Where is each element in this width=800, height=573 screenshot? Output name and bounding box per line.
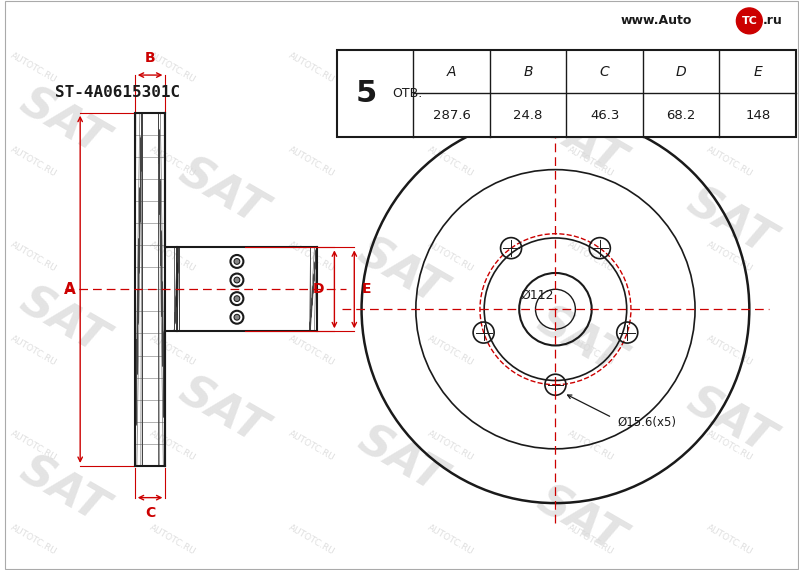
Circle shape xyxy=(230,292,243,305)
Text: www.Auto: www.Auto xyxy=(620,14,692,28)
Text: E: E xyxy=(754,65,762,79)
Text: 46.3: 46.3 xyxy=(590,109,619,122)
Text: SAT: SAT xyxy=(530,299,631,383)
Text: C: C xyxy=(145,505,155,520)
Text: AUTOTC.RU: AUTOTC.RU xyxy=(426,145,476,179)
Text: AUTOTC.RU: AUTOTC.RU xyxy=(148,429,198,462)
Text: AUTOTC.RU: AUTOTC.RU xyxy=(9,523,58,557)
Text: .ru: .ru xyxy=(763,14,783,28)
Text: AUTOTC.RU: AUTOTC.RU xyxy=(9,145,58,179)
Text: 24.8: 24.8 xyxy=(514,109,542,122)
Text: AUTOTC.RU: AUTOTC.RU xyxy=(566,240,615,273)
Text: A: A xyxy=(446,65,456,79)
Text: SAT: SAT xyxy=(530,478,631,562)
Text: AUTOTC.RU: AUTOTC.RU xyxy=(705,523,754,557)
Text: AUTOTC.RU: AUTOTC.RU xyxy=(705,240,754,273)
Circle shape xyxy=(234,296,240,301)
Text: AUTOTC.RU: AUTOTC.RU xyxy=(148,523,198,557)
Circle shape xyxy=(230,311,243,324)
Text: AUTOTC.RU: AUTOTC.RU xyxy=(705,429,754,462)
Text: AUTOTC.RU: AUTOTC.RU xyxy=(566,523,615,557)
Circle shape xyxy=(234,315,240,320)
Text: AUTOTC.RU: AUTOTC.RU xyxy=(287,51,337,84)
Text: AUTOTC.RU: AUTOTC.RU xyxy=(287,145,337,179)
Text: 287.6: 287.6 xyxy=(433,109,470,122)
Text: AUTOTC.RU: AUTOTC.RU xyxy=(426,523,476,557)
Text: SAT: SAT xyxy=(678,379,780,462)
Text: SAT: SAT xyxy=(13,280,114,363)
Text: ОТВ.: ОТВ. xyxy=(392,87,422,100)
Text: E: E xyxy=(362,282,372,296)
Text: AUTOTC.RU: AUTOTC.RU xyxy=(148,145,198,179)
Text: AUTOTC.RU: AUTOTC.RU xyxy=(148,334,198,368)
Text: SAT: SAT xyxy=(13,81,114,164)
Text: D: D xyxy=(676,65,686,79)
Text: AUTOTC.RU: AUTOTC.RU xyxy=(426,240,476,273)
Text: SAT: SAT xyxy=(171,150,274,234)
Text: SAT: SAT xyxy=(350,230,452,313)
Text: AUTOTC.RU: AUTOTC.RU xyxy=(426,334,476,368)
Bar xyxy=(337,50,796,137)
Text: AUTOTC.RU: AUTOTC.RU xyxy=(9,429,58,462)
Text: 148: 148 xyxy=(745,109,770,122)
Text: SAT: SAT xyxy=(13,449,114,532)
Text: SAT: SAT xyxy=(530,100,631,184)
Text: AUTOTC.RU: AUTOTC.RU xyxy=(566,334,615,368)
Circle shape xyxy=(737,8,762,34)
Text: AUTOTC.RU: AUTOTC.RU xyxy=(566,51,615,84)
Text: AUTOTC.RU: AUTOTC.RU xyxy=(705,51,754,84)
Text: AUTOTC.RU: AUTOTC.RU xyxy=(287,240,337,273)
Text: AUTOTC.RU: AUTOTC.RU xyxy=(426,429,476,462)
Text: AUTOTC.RU: AUTOTC.RU xyxy=(426,51,476,84)
Text: AUTOTC.RU: AUTOTC.RU xyxy=(9,51,58,84)
Text: SAT: SAT xyxy=(678,180,780,264)
Text: B: B xyxy=(523,65,533,79)
Circle shape xyxy=(234,277,240,283)
Text: AUTOTC.RU: AUTOTC.RU xyxy=(705,145,754,179)
Text: 5: 5 xyxy=(355,79,377,108)
Text: SAT: SAT xyxy=(171,369,274,453)
Text: AUTOTC.RU: AUTOTC.RU xyxy=(287,523,337,557)
Text: A: A xyxy=(64,282,76,297)
Text: TC: TC xyxy=(742,16,758,26)
Text: AUTOTC.RU: AUTOTC.RU xyxy=(566,429,615,462)
Text: AUTOTC.RU: AUTOTC.RU xyxy=(148,240,198,273)
Text: AUTOTC.RU: AUTOTC.RU xyxy=(9,240,58,273)
Text: 68.2: 68.2 xyxy=(666,109,696,122)
Text: B: B xyxy=(145,51,155,65)
Text: Ø15.6(x5): Ø15.6(x5) xyxy=(617,416,676,429)
Text: AUTOTC.RU: AUTOTC.RU xyxy=(148,51,198,84)
Text: AUTOTC.RU: AUTOTC.RU xyxy=(705,334,754,368)
Text: AUTOTC.RU: AUTOTC.RU xyxy=(566,145,615,179)
Circle shape xyxy=(230,273,243,286)
Circle shape xyxy=(234,258,240,264)
Text: D: D xyxy=(313,282,325,296)
Circle shape xyxy=(230,255,243,268)
Text: ST-4A0615301C: ST-4A0615301C xyxy=(55,85,181,100)
Text: Ø112: Ø112 xyxy=(521,288,554,301)
Text: AUTOTC.RU: AUTOTC.RU xyxy=(9,334,58,368)
Text: AUTOTC.RU: AUTOTC.RU xyxy=(287,429,337,462)
Text: AUTOTC.RU: AUTOTC.RU xyxy=(287,334,337,368)
Text: C: C xyxy=(600,65,610,79)
Text: SAT: SAT xyxy=(350,419,452,502)
Text: SAT: SAT xyxy=(350,50,452,134)
